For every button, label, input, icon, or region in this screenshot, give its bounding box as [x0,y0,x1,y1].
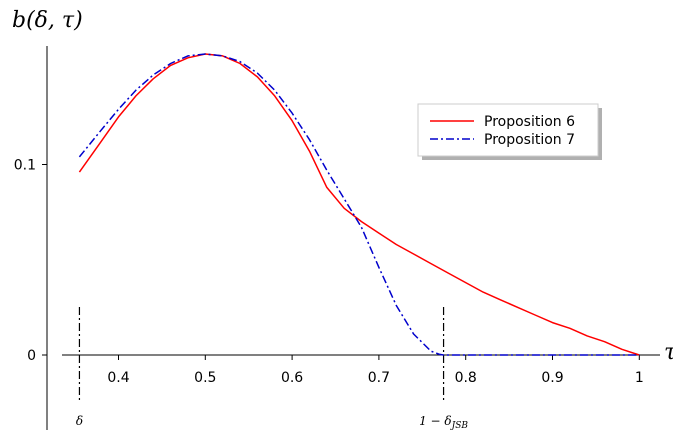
legend: Proposition 6 Proposition 7 [418,104,602,160]
marker-label: 1 − δJSB [419,414,468,431]
x-axis-label: τ [664,340,673,365]
legend-label: Proposition 7 [484,132,575,148]
x-tick-label: 0.8 [455,370,477,386]
series-layer [79,54,639,355]
series-line-1 [79,54,639,355]
legend-label: Proposition 6 [484,114,575,130]
x-tick-label: 0.7 [368,370,390,386]
label-layer: b(δ, τ) τ [12,8,673,365]
x-tick-label: 0.6 [281,370,303,386]
legend-box [418,104,598,156]
y-tick-label: 0.1 [14,158,36,174]
x-tick-label: 0.5 [194,370,216,386]
marker-layer: δ 1 − δJSB [76,307,469,431]
series-line-2 [79,54,639,355]
x-tick-label: 0.9 [541,370,563,386]
marker-label: δ [76,414,83,428]
y-tick-label: 0 [27,348,36,364]
marker-label-subscript: JSB [450,421,469,431]
x-tick-label: 1 [635,370,644,386]
y-axis-label: b(δ, τ) [12,8,83,33]
x-tick-label: 0.4 [107,370,129,386]
